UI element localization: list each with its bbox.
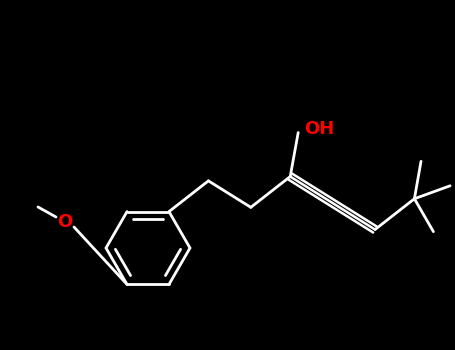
Text: OH: OH [304,120,334,138]
Text: O: O [57,213,73,231]
